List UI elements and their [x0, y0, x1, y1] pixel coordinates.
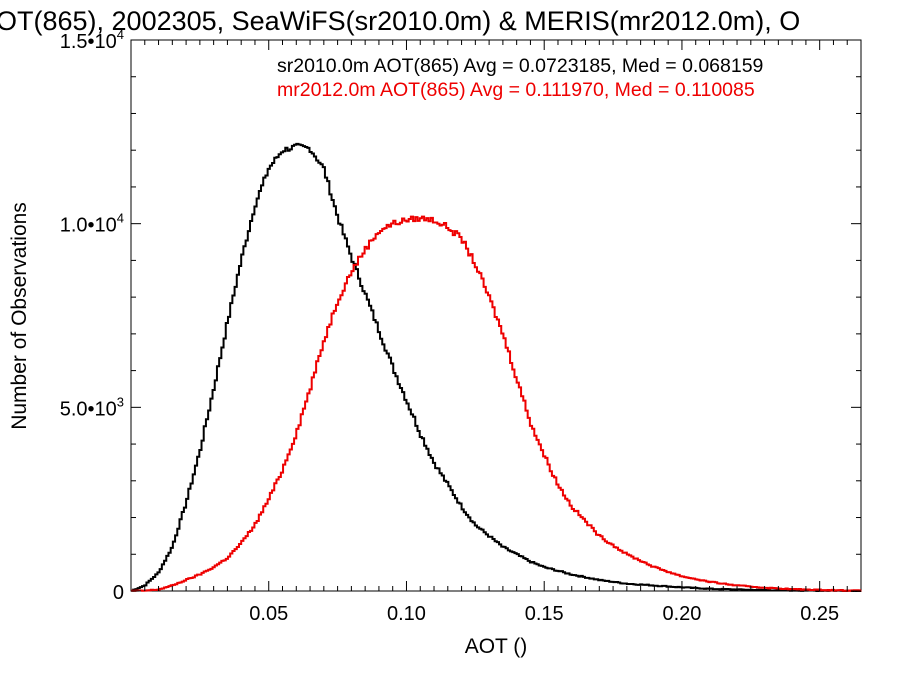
histogram-series-1: [131, 142, 862, 592]
x-tick-label: 0.05: [249, 603, 288, 625]
series-layer: [131, 142, 862, 592]
series-2-annotation: mr2012.0m AOT(865) Avg = 0.111970, Med =…: [277, 79, 755, 101]
y-tick-label: 1.5•104: [60, 27, 124, 53]
y-tick-label: 1.0•104: [60, 211, 124, 237]
x-tick-label: 0.10: [387, 603, 426, 625]
y-tick-label: 0: [113, 582, 124, 604]
x-tick-label: 0.15: [525, 603, 564, 625]
series-1-annotation: sr2010.0m AOT(865) Avg = 0.0723185, Med …: [277, 55, 763, 77]
plot-frame: [130, 39, 862, 592]
x-tick-label: 0.20: [662, 603, 701, 625]
plot-area: [130, 39, 862, 592]
y-axis-label: Number of Observations: [8, 202, 31, 430]
x-tick-label: 0.25: [800, 603, 839, 625]
histogram-series-2: [131, 215, 862, 592]
y-tick-label: 5.0•103: [60, 394, 124, 420]
axis-layer: 0.05 0.10 0.15 0.20 0.25 0 5.0•103 1.0•104 1.5•1…: [60, 27, 861, 625]
chart-title: AOT(865), 2002305, SeaWiFS(sr2010.0m) & …: [0, 6, 800, 36]
x-axis-label: AOT (): [465, 635, 528, 658]
